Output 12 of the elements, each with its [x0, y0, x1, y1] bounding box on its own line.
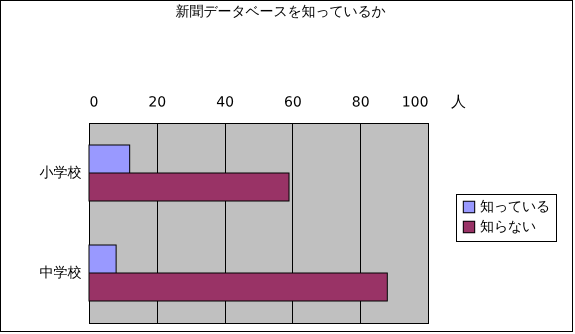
y-tick-label: 小学校 [40, 165, 82, 181]
x-axis-title: 人 [451, 92, 466, 110]
x-tick-label: 20 [148, 94, 166, 110]
x-tick-label: 80 [352, 94, 370, 110]
x-tick-label: 40 [216, 94, 234, 110]
x-tick-label: 100 [402, 94, 428, 110]
legend-label: 知っている [480, 199, 550, 215]
x-tick-label: 0 [90, 94, 98, 110]
chart-title: 新聞データベースを知っているか [176, 4, 386, 20]
x-tick-label: 60 [284, 94, 302, 110]
y-tick-label: 中学校 [40, 265, 82, 281]
legend-label: 知らない [480, 219, 536, 235]
